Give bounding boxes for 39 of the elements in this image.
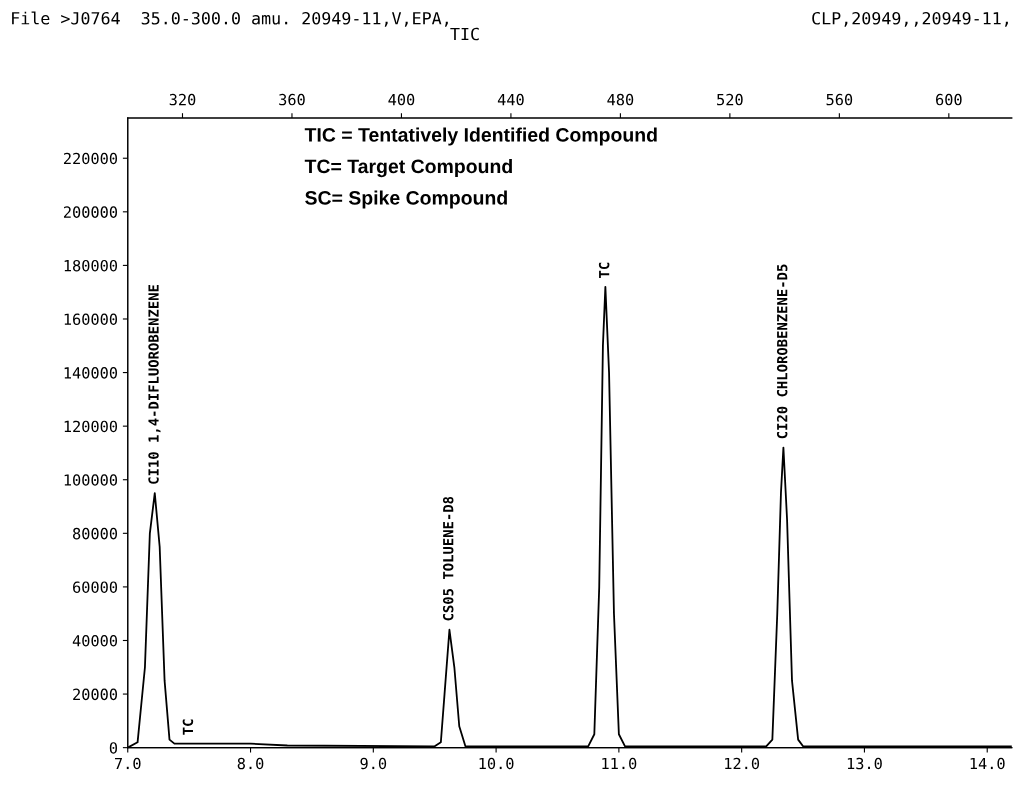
x-tick-label: 7.0 — [114, 757, 141, 770]
x2-tick-label: 520 — [717, 93, 743, 106]
x-tick-label: 9.0 — [360, 757, 387, 770]
y-tick-label: 120000 — [64, 420, 118, 433]
text: CLP,20949,,20949-11, — [812, 11, 1008, 27]
chart-title: File >J0764 35.0-300.0 amu. 20949-11,V,EPA, — [12, 11, 448, 27]
annotation: CI20 CHLOROBENZENE-D5 — [776, 264, 788, 439]
x-tick-label: 12.0 — [725, 757, 760, 770]
x2-tick-label: 400 — [388, 93, 415, 106]
y-tick-label: 140000 — [64, 367, 118, 379]
annotation: TC — [182, 719, 194, 735]
x2-tick-label: 360 — [279, 93, 305, 106]
x-tick-label: 8.0 — [237, 757, 264, 770]
y-tick-label: 60000 — [73, 581, 118, 593]
y-tick-label: 80000 — [73, 527, 118, 540]
x-tick-label: 14.0 — [970, 757, 1005, 770]
annotation: TC — [598, 262, 610, 278]
y-tick-label: 220000 — [63, 152, 118, 165]
annotation: TIC = Tentatively Identified Compound — [304, 127, 657, 146]
annotation: TC= Target Compound — [304, 158, 512, 178]
y-tick-label: 100000 — [64, 474, 118, 486]
annotation: SC= Spike Compound — [305, 190, 507, 209]
x2-tick-label: 440 — [497, 93, 524, 106]
x-tick-label: 10.0 — [479, 757, 514, 770]
y-tick-label: 200000 — [63, 206, 118, 218]
y-tick-label: 160000 — [64, 313, 118, 326]
x2-tick-label: 320 — [169, 93, 196, 106]
x-tick-label: 13.0 — [847, 757, 882, 770]
annotation: CS05 TOLUENE-D8 — [442, 496, 454, 621]
y-tick-label: 40000 — [72, 634, 118, 647]
chart-subtitle: TIC — [450, 27, 479, 41]
y-tick-label: 180000 — [64, 259, 118, 272]
y-tick-label: 0 — [109, 742, 118, 754]
x2-tick-label: 600 — [936, 93, 962, 106]
x-tick-label: 11.0 — [602, 757, 637, 770]
y-tick-label: 20000 — [73, 688, 118, 701]
x2-tick-label: 480 — [607, 93, 634, 106]
annotation: CI10 1,4-DIFLUOROBENZENE — [148, 285, 161, 484]
x2-tick-label: 560 — [826, 93, 853, 106]
